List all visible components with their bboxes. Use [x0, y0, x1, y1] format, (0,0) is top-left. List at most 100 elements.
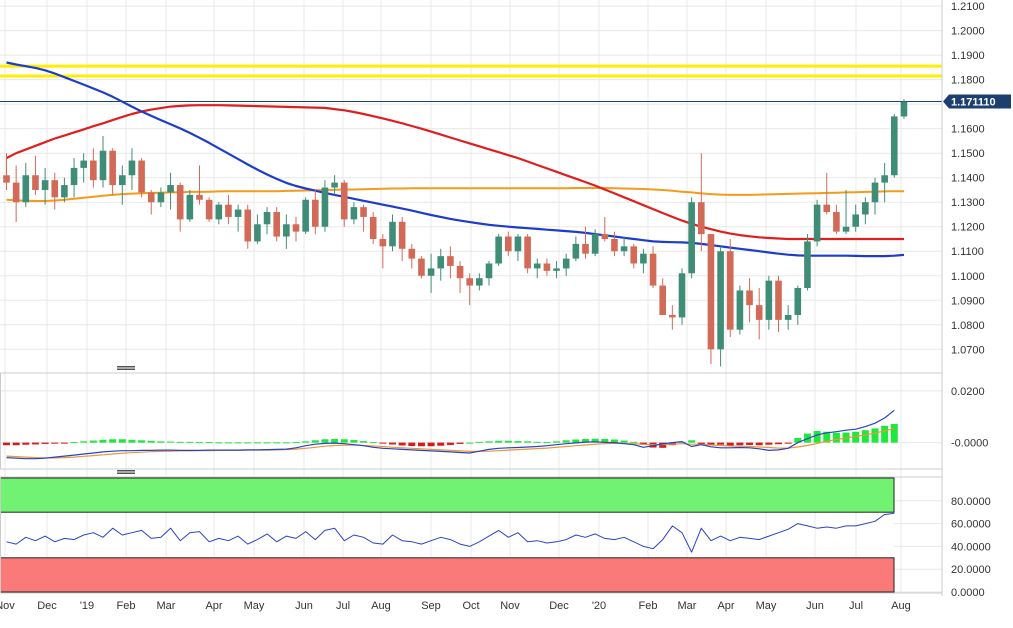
candle[interactable] — [669, 305, 676, 330]
candle[interactable] — [505, 231, 512, 257]
candle[interactable] — [543, 258, 551, 276]
candle[interactable] — [51, 172, 59, 210]
pane-resize-handle[interactable] — [117, 470, 135, 474]
candle[interactable] — [659, 278, 666, 315]
candle[interactable] — [620, 236, 628, 257]
candle[interactable] — [418, 256, 425, 279]
candle[interactable] — [726, 238, 734, 338]
candle[interactable] — [833, 204, 840, 235]
candle[interactable] — [678, 268, 686, 325]
candle[interactable] — [582, 226, 589, 259]
candle[interactable] — [746, 278, 753, 323]
candle[interactable] — [765, 275, 773, 330]
candle[interactable] — [398, 216, 406, 262]
candle[interactable] — [186, 189, 194, 222]
candle[interactable] — [813, 199, 821, 247]
candle[interactable] — [524, 234, 531, 274]
rsi-pane[interactable] — [0, 477, 895, 593]
candle[interactable] — [138, 158, 145, 198]
macd-pane[interactable] — [3, 409, 898, 460]
candle[interactable] — [562, 253, 570, 276]
candle[interactable] — [553, 261, 560, 279]
candle[interactable] — [862, 197, 869, 225]
candle[interactable] — [234, 204, 242, 232]
candle[interactable] — [891, 113, 898, 178]
candle[interactable] — [823, 172, 831, 215]
candle[interactable] — [466, 273, 473, 306]
candle[interactable] — [128, 148, 136, 190]
candle[interactable] — [688, 197, 695, 279]
candle[interactable] — [12, 165, 20, 222]
candle[interactable] — [147, 189, 155, 215]
candle[interactable] — [755, 288, 763, 340]
candle[interactable] — [119, 165, 126, 205]
pane-resize-handle[interactable] — [117, 366, 135, 370]
candle[interactable] — [900, 99, 908, 119]
candle[interactable] — [360, 204, 367, 232]
candle[interactable] — [32, 155, 39, 195]
candle[interactable] — [514, 234, 522, 262]
candle[interactable] — [640, 248, 647, 274]
candle[interactable] — [485, 261, 493, 286]
candle[interactable] — [225, 194, 232, 225]
candle[interactable] — [273, 207, 280, 242]
candle[interactable] — [717, 246, 724, 367]
candle[interactable] — [881, 163, 888, 203]
candle[interactable] — [591, 229, 599, 257]
candle[interactable] — [157, 187, 165, 208]
candle[interactable] — [871, 177, 879, 215]
candle[interactable] — [707, 234, 715, 364]
candle[interactable] — [3, 153, 10, 190]
candle[interactable] — [775, 275, 782, 333]
candle[interactable] — [80, 153, 87, 183]
candle[interactable] — [495, 234, 502, 266]
candle[interactable] — [842, 189, 850, 235]
candle[interactable] — [350, 202, 358, 225]
candle[interactable] — [649, 246, 657, 289]
candle[interactable] — [408, 243, 416, 269]
candle[interactable] — [852, 204, 859, 232]
candle[interactable] — [70, 158, 78, 198]
candle[interactable] — [61, 177, 68, 203]
candle[interactable] — [804, 234, 811, 291]
candle[interactable] — [254, 214, 261, 244]
candle[interactable] — [215, 202, 223, 225]
candle[interactable] — [369, 212, 377, 244]
candle[interactable] — [427, 253, 435, 293]
candle[interactable] — [331, 175, 338, 195]
candle[interactable] — [312, 189, 319, 235]
candle[interactable] — [244, 204, 252, 249]
candle[interactable] — [601, 216, 609, 242]
candle[interactable] — [283, 214, 290, 249]
candle[interactable] — [196, 165, 203, 205]
candle[interactable] — [476, 273, 483, 291]
candle[interactable] — [794, 285, 802, 325]
candle[interactable] — [90, 148, 97, 188]
candle[interactable] — [736, 285, 744, 335]
candle[interactable] — [176, 182, 184, 232]
candle[interactable] — [630, 243, 638, 269]
candle[interactable] — [572, 236, 580, 262]
candle[interactable] — [437, 248, 445, 281]
candle[interactable] — [263, 207, 271, 235]
candle[interactable] — [379, 234, 387, 269]
candle[interactable] — [22, 163, 30, 208]
candle[interactable] — [205, 197, 213, 222]
candle[interactable] — [41, 167, 49, 205]
candle[interactable] — [292, 216, 300, 242]
candle[interactable] — [99, 136, 107, 188]
candle[interactable] — [698, 153, 705, 252]
candle[interactable] — [456, 261, 464, 293]
candle[interactable] — [611, 231, 618, 257]
candle[interactable] — [167, 172, 174, 210]
candle[interactable] — [447, 246, 454, 279]
candle[interactable] — [321, 180, 329, 232]
candle[interactable] — [302, 197, 309, 235]
candle[interactable] — [340, 180, 348, 227]
candle[interactable] — [389, 214, 396, 252]
candle[interactable] — [784, 305, 792, 330]
candle[interactable] — [533, 258, 541, 279]
candle[interactable] — [109, 148, 116, 195]
price-pane[interactable] — [0, 61, 942, 367]
